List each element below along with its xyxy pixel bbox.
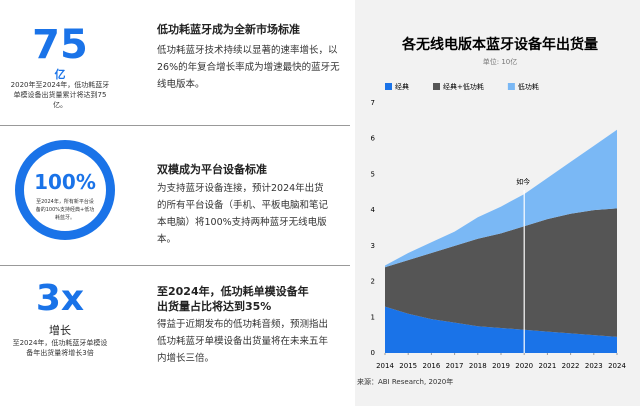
x-tick-label: 2015 — [399, 362, 417, 370]
chart-source: 来源：ABI Research, 2020年 — [357, 377, 453, 386]
area — [385, 129, 617, 268]
legend-swatch — [433, 83, 440, 90]
separator — [0, 265, 350, 266]
area — [385, 208, 617, 337]
separator — [0, 125, 350, 126]
stat-body: 得益于近期发布的低功耗音频，预测指出低功耗蓝牙单模设备出货量将在未来五年内增长三… — [157, 319, 329, 364]
stat-note: 至2024年，低功耗蓝牙单模设备年出货量将增长3倍 — [12, 339, 108, 357]
stat-heading: 双模成为平台设备标准 — [157, 163, 267, 176]
legend-swatch — [507, 83, 515, 90]
x-tick-label: 2022 — [562, 362, 580, 370]
legend-swatch — [385, 83, 392, 90]
x-tick-label: 2017 — [446, 362, 464, 370]
stat-big: 75 — [32, 22, 88, 68]
x-tick-label: 2023 — [585, 362, 603, 370]
y-tick-label: 7 — [371, 99, 375, 107]
area — [385, 306, 617, 353]
x-tick-label: 2019 — [492, 362, 510, 370]
x-tick-label: 2016 — [422, 362, 440, 370]
stat-unit: 增长 — [49, 324, 71, 337]
x-tick-label: 2014 — [376, 362, 394, 370]
annotation-label: 如今 — [516, 177, 530, 186]
y-tick-label: 5 — [371, 170, 375, 178]
x-tick-label: 2018 — [469, 362, 487, 370]
stat-note: 2020年至2024年，低功耗蓝牙单模设备出货量累计将达到75亿。 — [10, 81, 110, 109]
stat-big: 100% — [34, 170, 96, 194]
stat-body: 低功耗蓝牙技术持续以显著的速率增长，以26%的年复合增长率成为增速最快的蓝牙无线… — [157, 45, 340, 90]
x-tick-label: 2021 — [538, 362, 556, 370]
stat-unit: 亿 — [54, 68, 66, 81]
y-tick-label: 2 — [371, 278, 375, 286]
stat-body: 为支持蓝牙设备连接，预计2024年出货的所有平台设备（手机、平板电脑和笔记本电脑… — [157, 183, 329, 245]
chart: 各无线电版本蓝牙设备年出货量 单位: 10亿 来源：ABI Research, … — [355, 0, 640, 406]
y-tick-label: 1 — [371, 313, 375, 321]
legend-label: 经典 — [395, 82, 409, 91]
stat-circle — [15, 140, 115, 240]
x-tick-label: 2020 — [515, 362, 533, 370]
y-tick-label: 0 — [371, 349, 375, 357]
legend-label: 低功耗 — [518, 82, 539, 91]
y-tick-label: 6 — [371, 135, 376, 143]
y-tick-label: 3 — [371, 242, 375, 250]
chart-subtitle: 单位: 10亿 — [483, 57, 518, 66]
legend-label: 经典+低功耗 — [443, 82, 484, 91]
stat-heading: 低功耗蓝牙成为全新市场标准 — [157, 23, 300, 36]
stat-big: 3x — [35, 278, 85, 319]
chart-title: 各无线电版本蓝牙设备年出货量 — [401, 36, 598, 53]
stat-note: 至2024年，所有新平台设备的100%支持经典+低功耗蓝牙。 — [35, 199, 95, 221]
stat-heading: 至2024年，低功耗单模设备年出货量占比将达到35% — [157, 285, 309, 313]
x-tick-label: 2024 — [608, 362, 626, 370]
y-tick-label: 4 — [371, 206, 376, 214]
